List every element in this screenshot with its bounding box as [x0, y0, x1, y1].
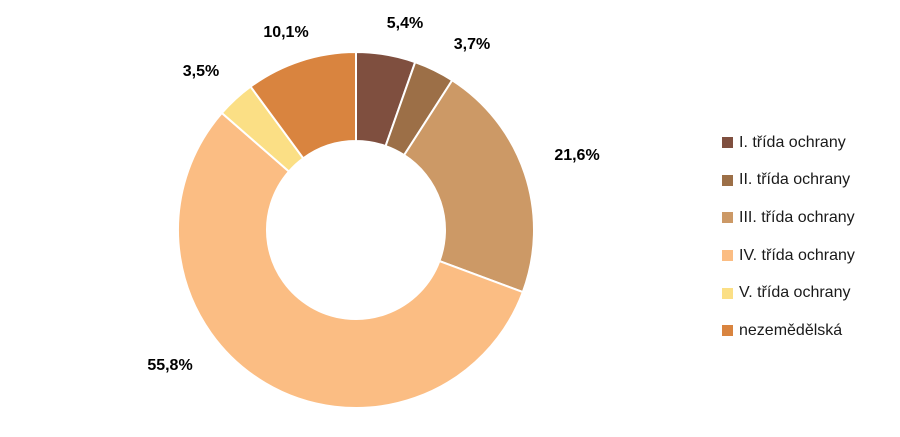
legend-label: II. třída ochrany [739, 171, 851, 189]
data-label: 5,4% [387, 15, 423, 32]
legend-swatch [722, 250, 733, 262]
data-label: 21,6% [554, 147, 599, 164]
legend-item: V. třída ochrany [722, 274, 855, 312]
donut-slice [177, 111, 525, 409]
legend-swatch [722, 137, 733, 149]
donut-slice [249, 50, 357, 160]
legend-item: II. třída ochrany [722, 162, 855, 200]
legend-swatch [722, 174, 733, 186]
legend-label: IV. třída ochrany [739, 246, 855, 264]
data-label: 10,1% [263, 24, 308, 41]
donut-slice [402, 78, 535, 294]
legend-item: nezemědělská [722, 312, 855, 350]
legend: I. třída ochrany II. třída ochrany III. … [722, 124, 855, 350]
legend-label: I. třída ochrany [739, 133, 846, 151]
legend-item: IV. třída ochrany [722, 237, 855, 275]
legend-item: III. třída ochrany [722, 199, 855, 237]
data-label: 55,8% [147, 357, 192, 374]
data-label: 3,5% [183, 63, 219, 80]
legend-swatch [722, 212, 733, 224]
data-label: 3,7% [454, 36, 490, 53]
legend-label: nezemědělská [739, 321, 843, 339]
legend-item: I. třída ochrany [722, 124, 855, 162]
legend-label: V. třída ochrany [739, 284, 851, 302]
legend-label: III. třída ochrany [739, 208, 855, 226]
legend-swatch [722, 325, 733, 337]
legend-swatch [722, 287, 733, 299]
